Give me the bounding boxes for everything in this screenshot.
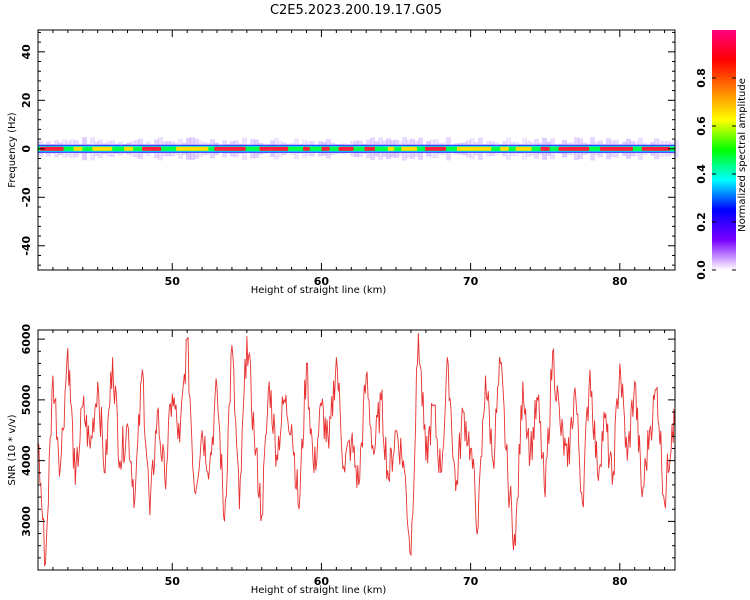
heatmap-frame bbox=[37, 29, 676, 271]
heatmap-core-cell bbox=[259, 146, 289, 151]
heatmap-core-cell bbox=[515, 146, 532, 151]
heatmap-ytick-label: -20 bbox=[20, 187, 33, 207]
snr-ytick-label: 4000 bbox=[20, 445, 33, 476]
heatmap-core-cell bbox=[321, 146, 330, 151]
heatmap-core-cell bbox=[500, 146, 509, 151]
heatmap-core-cell bbox=[401, 146, 418, 151]
heatmap-core-cell bbox=[364, 146, 375, 151]
heatmap-band-inner bbox=[38, 146, 675, 151]
heatmap-core-cell bbox=[124, 146, 134, 151]
snr-series-line bbox=[37, 332, 676, 567]
colorbar-tick-label: 0.8 bbox=[695, 68, 708, 88]
heatmap-core-cell bbox=[73, 146, 83, 151]
heatmap-core-cell bbox=[456, 146, 492, 151]
heatmap-ytick-label: -40 bbox=[20, 235, 33, 255]
heatmap-ytick-label: 0 bbox=[20, 145, 33, 153]
heatmap-xtick-label: 60 bbox=[314, 275, 330, 288]
snr-ytick-label: 3000 bbox=[20, 506, 33, 537]
heatmap-core-cell bbox=[142, 146, 162, 151]
heatmap-core-cell bbox=[387, 146, 395, 151]
heatmap-core-cell bbox=[641, 146, 671, 151]
snr-ytick-label: 6000 bbox=[20, 323, 33, 354]
snr-xtick-label: 50 bbox=[165, 575, 181, 588]
colorbar-label: Normalized spectral amplitude bbox=[737, 78, 748, 232]
heatmap-ylabel: Frequency (Hz) bbox=[7, 112, 18, 188]
heatmap-core-cell bbox=[176, 146, 209, 151]
heatmap-core-cell bbox=[214, 146, 246, 151]
snr-frame bbox=[37, 329, 676, 571]
heatmap-ytick-label: 20 bbox=[20, 92, 33, 108]
heatmap-xlabel: Height of straight line (km) bbox=[251, 285, 387, 296]
snr-xlabel: Height of straight line (km) bbox=[251, 585, 387, 596]
heatmap-core bbox=[40, 146, 671, 151]
colorbar-tick-label: 0.6 bbox=[695, 116, 708, 136]
heatmap-core-cell bbox=[540, 146, 550, 151]
heatmap-xtick-label: 80 bbox=[612, 275, 628, 288]
heatmap-ytick-label: 40 bbox=[20, 44, 33, 60]
snr-xtick-label: 70 bbox=[463, 575, 479, 588]
heatmap-halo-cell bbox=[674, 140, 679, 158]
heatmap-core-cell bbox=[558, 146, 590, 151]
colorbar-tick-label: 0.0 bbox=[695, 260, 708, 280]
colorbar-tick-label: 0.4 bbox=[695, 164, 708, 184]
colorbar bbox=[712, 30, 736, 270]
heatmap-core-cell bbox=[40, 146, 64, 151]
heatmap-xtick-label: 50 bbox=[165, 275, 181, 288]
heatmap-core-cell bbox=[92, 146, 113, 151]
colorbar-tick-label: 0.2 bbox=[695, 212, 708, 232]
heatmap-xtick-label: 70 bbox=[463, 275, 479, 288]
snr-xtick-label: 60 bbox=[314, 575, 330, 588]
snr-xtick-label: 80 bbox=[612, 575, 628, 588]
heatmap-core-cell bbox=[425, 146, 446, 151]
chart-title: C2E5.2023.200.19.17.G05 bbox=[270, 3, 442, 18]
heatmap-core-cell bbox=[338, 146, 354, 151]
snr-ylabel: SNR (10 * v/v) bbox=[7, 414, 18, 485]
snr-ytick-label: 5000 bbox=[20, 384, 33, 415]
heatmap-core-cell bbox=[303, 146, 310, 151]
heatmap-core-cell bbox=[600, 146, 633, 151]
